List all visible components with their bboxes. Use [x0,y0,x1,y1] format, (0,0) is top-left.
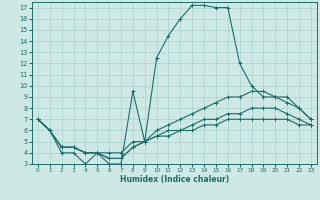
X-axis label: Humidex (Indice chaleur): Humidex (Indice chaleur) [120,175,229,184]
